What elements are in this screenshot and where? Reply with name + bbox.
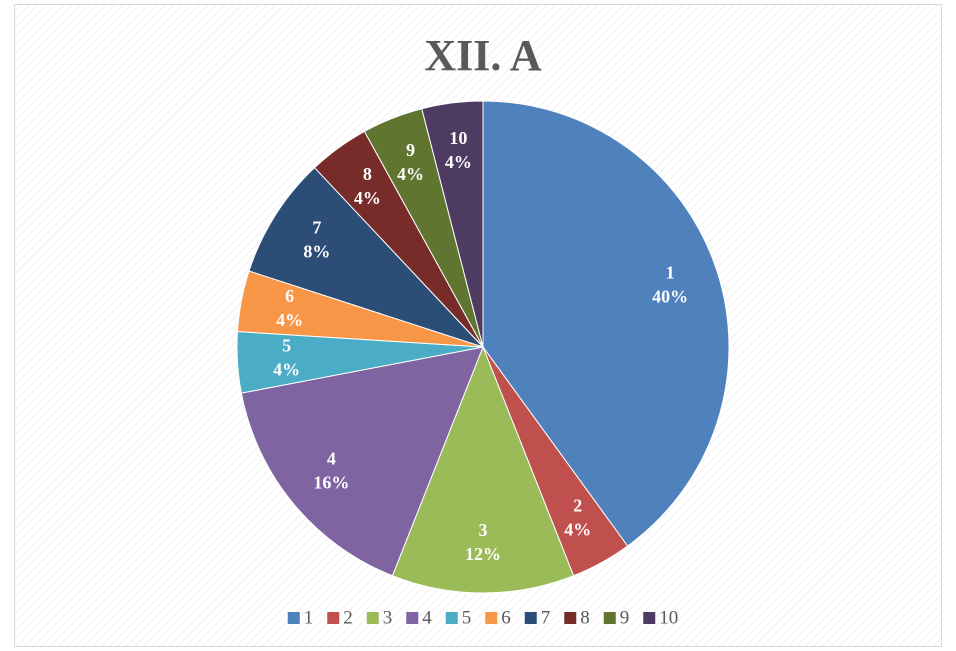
pie-slice <box>482 100 730 547</box>
legend-swatch <box>485 612 498 624</box>
legend-swatch <box>524 612 537 624</box>
slice-value-label: 4% <box>445 152 472 172</box>
legend-label: 9 <box>620 607 630 628</box>
slice-value-label: 4% <box>354 188 381 208</box>
slice-category-label: 9 <box>406 140 415 160</box>
legend-label: 6 <box>501 607 511 628</box>
legend-label: 2 <box>343 607 353 628</box>
slice-category-label: 5 <box>282 335 291 355</box>
slice-category-label: 3 <box>479 520 488 540</box>
legend-label: 8 <box>580 607 590 628</box>
pie-slice <box>391 345 575 594</box>
slice-category-label: 7 <box>312 218 321 238</box>
legend-label: 7 <box>541 607 551 628</box>
pie-slice <box>240 346 484 577</box>
legend-label: 4 <box>422 607 432 628</box>
slice-category-label: 1 <box>666 262 675 282</box>
legend-swatch <box>406 612 419 624</box>
pie-slice <box>248 166 484 348</box>
slice-value-label: 4% <box>397 164 424 184</box>
legend-label: 1 <box>304 607 314 628</box>
legend-swatch <box>287 612 300 624</box>
slice-value-label: 12% <box>465 544 501 564</box>
legend-swatch <box>327 612 340 624</box>
slice-category-label: 2 <box>573 496 582 516</box>
slice-value-label: 4% <box>564 520 591 540</box>
slice-category-label: 10 <box>449 128 467 148</box>
slice-value-label: 4% <box>276 310 303 330</box>
legend-label: 5 <box>462 607 472 628</box>
slice-value-label: 40% <box>652 286 688 306</box>
slice-category-label: 6 <box>285 286 294 306</box>
slice-value-label: 8% <box>303 242 330 262</box>
pie-slice <box>421 100 484 348</box>
slice-value-label: 4% <box>273 359 300 379</box>
legend-label: 10 <box>659 607 678 628</box>
legend-swatch <box>643 612 656 624</box>
legend-swatch <box>445 612 458 624</box>
legend-swatch <box>366 612 379 624</box>
legend-swatch <box>603 612 616 624</box>
slice-category-label: 8 <box>363 164 372 184</box>
legend-label: 3 <box>383 607 393 628</box>
legend-swatch <box>564 612 577 624</box>
slice-value-label: 16% <box>313 473 349 493</box>
legend: 1 2 3 4 5 6 7 8 9 10 <box>287 607 678 628</box>
chart-title: XII. A <box>424 31 542 80</box>
slice-category-label: 4 <box>327 449 336 469</box>
